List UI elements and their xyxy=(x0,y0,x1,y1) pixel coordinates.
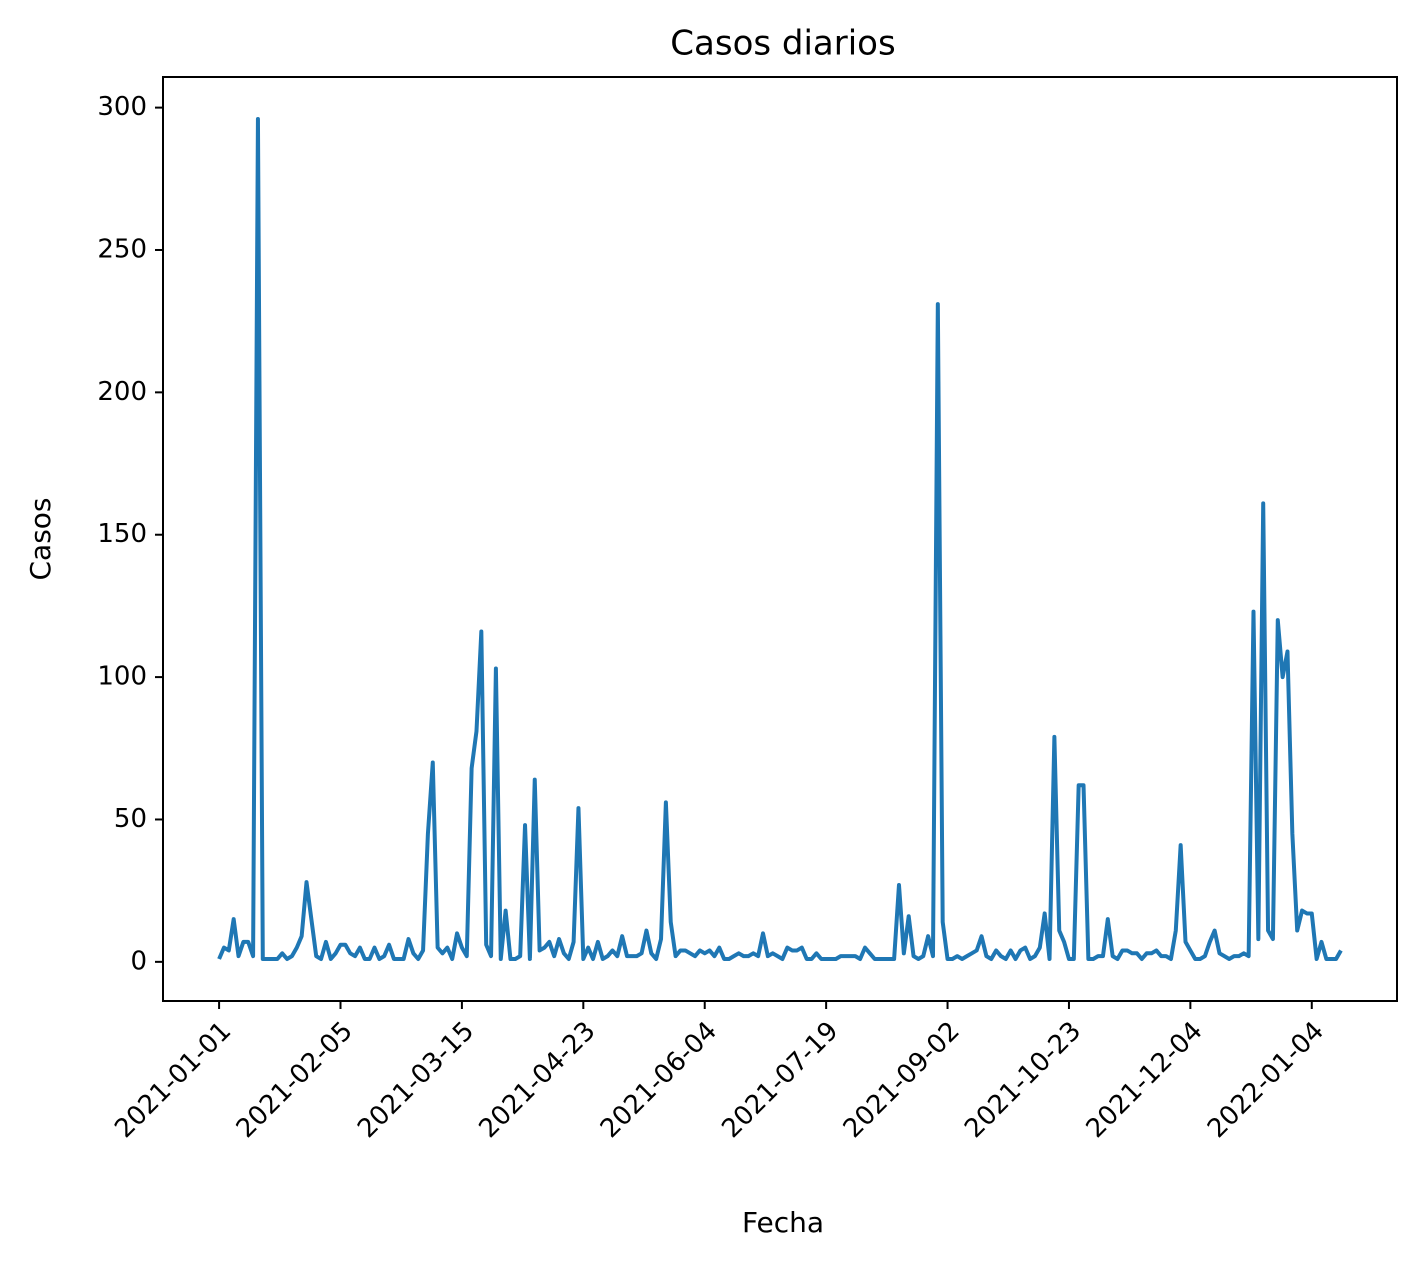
x-axis-label: Fecha xyxy=(742,1206,824,1239)
y-tick-label: 0 xyxy=(130,946,147,976)
data-line xyxy=(217,117,1343,961)
y-tick-label: 200 xyxy=(97,377,147,407)
y-tick-label: 150 xyxy=(97,519,147,549)
y-tick-label: 300 xyxy=(97,92,147,122)
y-axis-label: Casos xyxy=(24,497,57,580)
y-tick-label: 50 xyxy=(114,804,147,834)
chart-title: Casos diarios xyxy=(670,24,895,64)
axes-frame xyxy=(162,76,1398,1002)
y-tick-label: 100 xyxy=(97,662,147,692)
y-tick-label: 250 xyxy=(97,234,147,264)
